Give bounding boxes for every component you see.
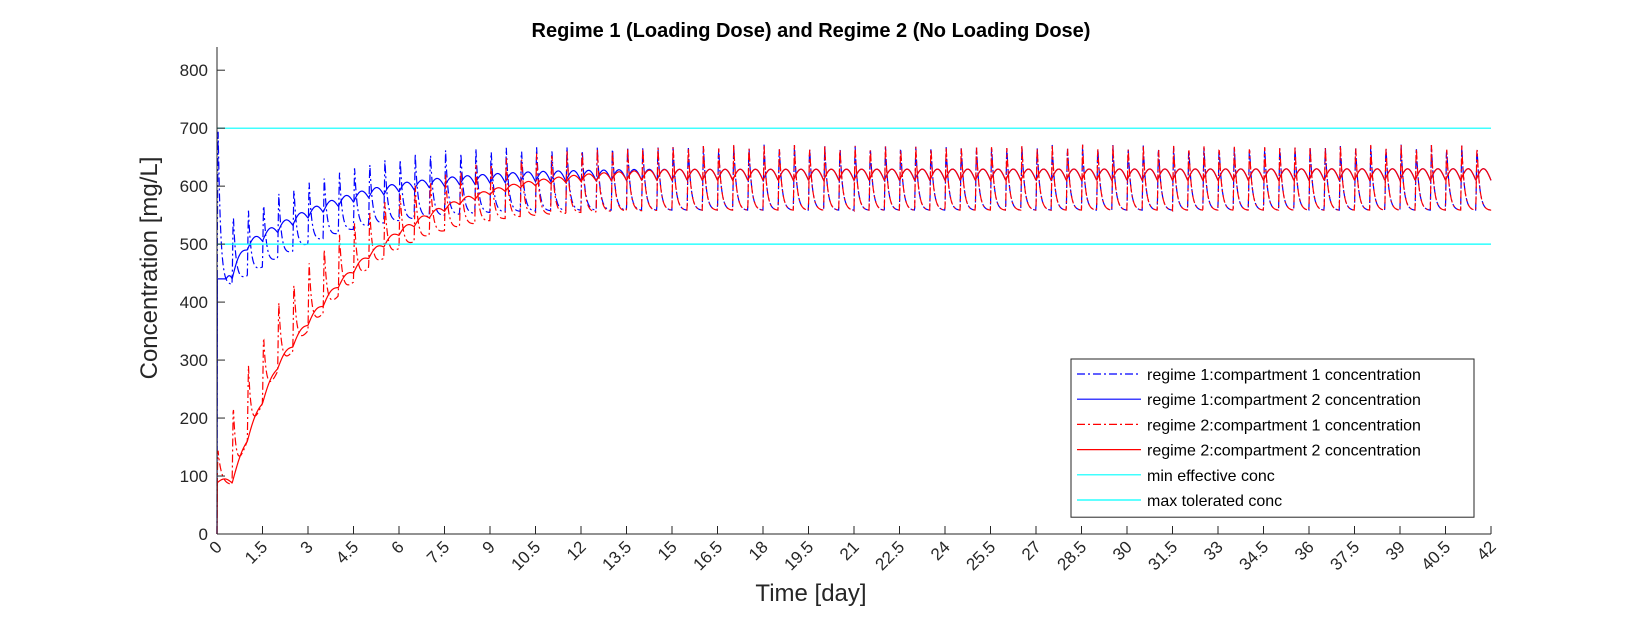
legend-label: min effective conc: [1147, 468, 1275, 485]
y-tick-label: 200: [180, 409, 208, 428]
y-tick-label: 600: [180, 177, 208, 196]
y-tick-label: 0: [199, 525, 208, 544]
legend-label: regime 1:compartment 1 concentration: [1147, 367, 1421, 384]
series-line-4: [216, 168, 1492, 535]
series-line-3: [216, 144, 1492, 535]
chart-title: Regime 1 (Loading Dose) and Regime 2 (No…: [532, 20, 1091, 42]
y-axis-title: Concentration [mg/L]: [136, 157, 163, 380]
y-tick-label: 400: [180, 293, 208, 312]
y-tick-label: 100: [180, 467, 208, 486]
x-axis-title: Time [day]: [755, 580, 866, 607]
y-tick-label: 300: [180, 351, 208, 370]
y-tick-label: 700: [180, 119, 208, 138]
series-layer: [216, 127, 1492, 535]
y-tick-label: 800: [180, 61, 208, 80]
legend: regime 1:compartment 1 concentration regi…: [1070, 358, 1475, 518]
legend-label: max tolerated conc: [1147, 493, 1282, 510]
legend-label: regime 2:compartment 2 concentration: [1147, 443, 1421, 460]
y-tick-label: 500: [180, 235, 208, 254]
legend-box: [1070, 358, 1475, 518]
legend-label: regime 2:compartment 1 concentration: [1147, 417, 1421, 434]
legend-label: regime 1:compartment 2 concentration: [1147, 392, 1421, 409]
